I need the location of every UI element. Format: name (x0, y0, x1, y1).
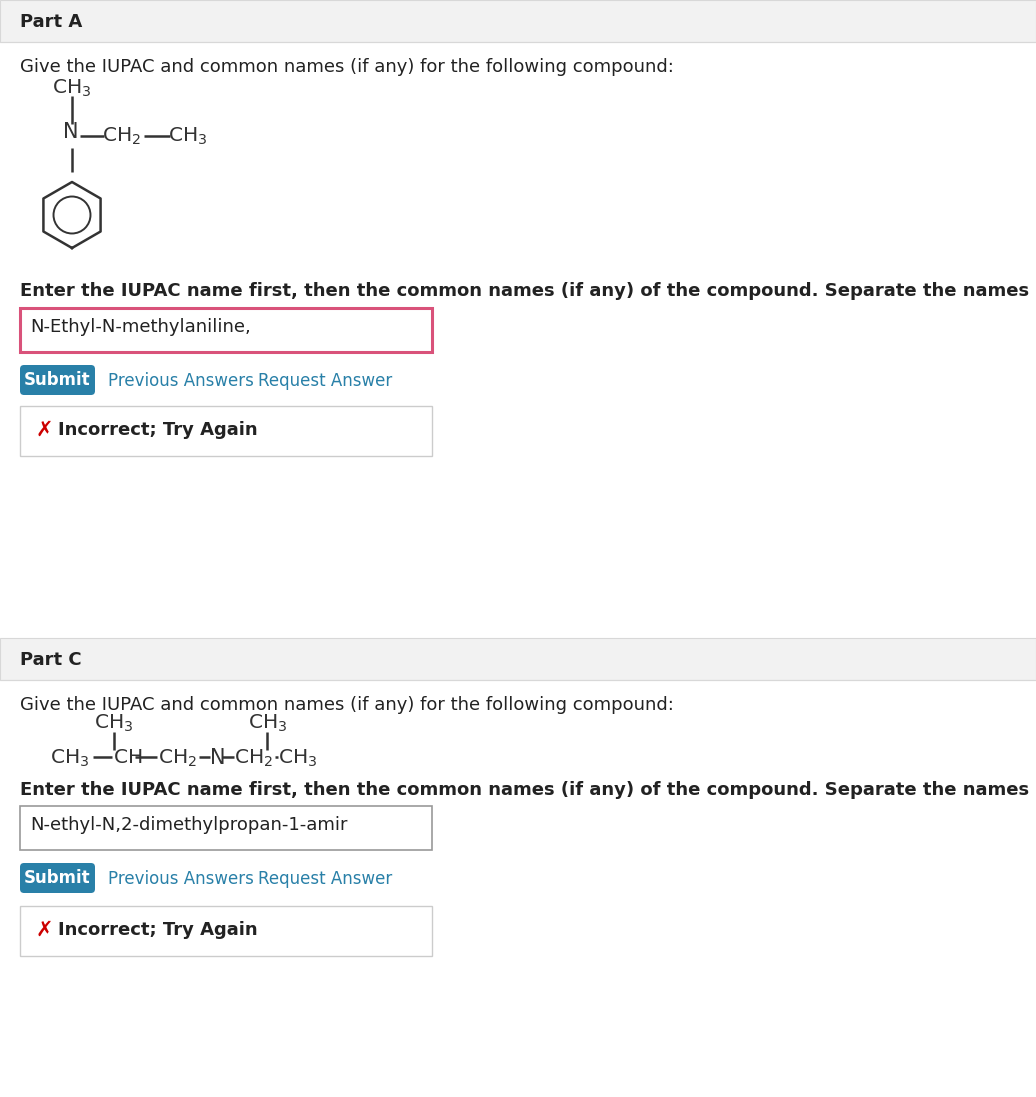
Text: $\mathregular{CH_2}$: $\mathregular{CH_2}$ (234, 748, 272, 769)
Text: $\mathregular{CH_2}$: $\mathregular{CH_2}$ (159, 748, 197, 769)
Text: Submit: Submit (24, 869, 90, 887)
Text: $\mathregular{CH_3}$: $\mathregular{CH_3}$ (278, 748, 317, 769)
FancyBboxPatch shape (20, 365, 95, 395)
FancyBboxPatch shape (0, 638, 1036, 680)
Text: $\mathregular{CH}$: $\mathregular{CH}$ (113, 748, 142, 767)
Text: ✗: ✗ (36, 420, 54, 440)
FancyBboxPatch shape (0, 0, 1036, 42)
Text: $\mathregular{CH_3}$: $\mathregular{CH_3}$ (50, 748, 89, 769)
Text: N-Ethyl-N-methylaniline,: N-Ethyl-N-methylaniline, (30, 318, 251, 336)
FancyBboxPatch shape (20, 308, 432, 352)
Text: $\mathregular{CH_3}$: $\mathregular{CH_3}$ (52, 78, 91, 100)
FancyBboxPatch shape (20, 906, 432, 955)
Text: Part C: Part C (20, 651, 82, 669)
Text: Give the IUPAC and common names (if any) for the following compound:: Give the IUPAC and common names (if any)… (20, 695, 673, 714)
Text: Give the IUPAC and common names (if any) for the following compound:: Give the IUPAC and common names (if any)… (20, 58, 673, 76)
Text: Request Answer: Request Answer (258, 372, 393, 391)
Text: Incorrect; Try Again: Incorrect; Try Again (58, 421, 258, 439)
Text: $\mathregular{CH_3}$: $\mathregular{CH_3}$ (248, 713, 287, 734)
Text: Previous Answers: Previous Answers (108, 372, 254, 391)
Text: Enter the IUPAC name first, then the common names (if any) of the compound. Sepa: Enter the IUPAC name first, then the com… (20, 282, 1036, 299)
Text: Part A: Part A (20, 13, 82, 31)
Text: Submit: Submit (24, 371, 90, 389)
FancyBboxPatch shape (20, 863, 95, 893)
Text: $\mathregular{CH_2}$: $\mathregular{CH_2}$ (102, 126, 141, 147)
Text: Incorrect; Try Again: Incorrect; Try Again (58, 921, 258, 939)
Text: N: N (210, 748, 226, 768)
Text: Request Answer: Request Answer (258, 870, 393, 887)
FancyBboxPatch shape (20, 406, 432, 456)
Text: ✗: ✗ (36, 920, 54, 940)
Text: $\mathregular{CH_3}$: $\mathregular{CH_3}$ (168, 126, 207, 147)
Text: Previous Answers: Previous Answers (108, 870, 254, 887)
Text: N: N (63, 122, 79, 142)
Text: N-ethyl-N,2-dimethylpropan-1-amir: N-ethyl-N,2-dimethylpropan-1-amir (30, 816, 347, 834)
FancyBboxPatch shape (20, 806, 432, 850)
Text: $\mathregular{CH_3}$: $\mathregular{CH_3}$ (94, 713, 134, 734)
Text: Enter the IUPAC name first, then the common names (if any) of the compound. Sepa: Enter the IUPAC name first, then the com… (20, 781, 1036, 799)
